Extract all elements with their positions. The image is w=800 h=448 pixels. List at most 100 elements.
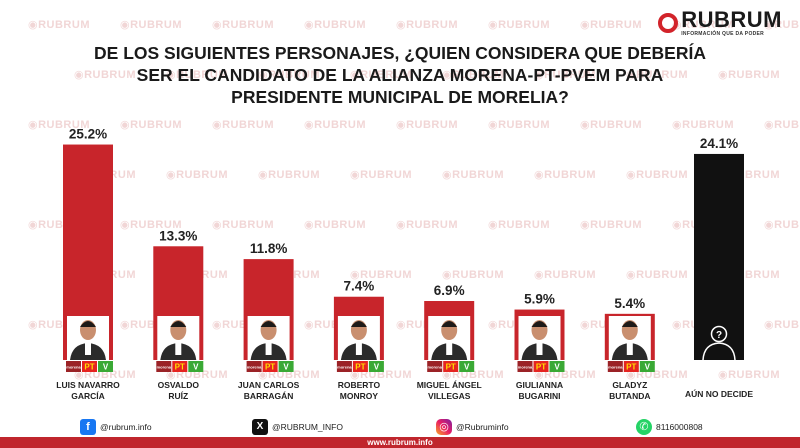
whatsapp-icon: ✆: [636, 419, 652, 435]
x-handle: @RUBRUM_INFO: [272, 422, 343, 432]
pvem-logo-text: V: [554, 363, 560, 372]
brand-logo: RUBRUM INFORMACIÓN QUE DA PODER: [658, 9, 782, 37]
footer-website[interactable]: www.rubrum.info: [367, 438, 433, 447]
footer-whatsapp[interactable]: ✆ 8116000808: [636, 419, 703, 435]
brand-name: RUBRUM: [681, 7, 782, 32]
pt-logo-text: PT: [536, 363, 546, 372]
morena-logo-text: morena: [518, 365, 533, 370]
morena-logo-icon: [427, 361, 443, 372]
brand-tagline: INFORMACIÓN QUE DA PODER: [681, 31, 765, 37]
pt-logo-text: PT: [626, 363, 636, 372]
morena-logo-icon: [607, 361, 623, 372]
candidate-hair-icon: [260, 321, 277, 327]
pvem-logo-icon: [368, 361, 384, 372]
data-label: 5.4%: [614, 296, 645, 311]
question-mark-icon: ?: [716, 330, 722, 341]
pvem-logo-icon: [549, 361, 565, 372]
pt-logo-icon: [262, 361, 278, 372]
morena-logo-text: morena: [427, 365, 442, 370]
category-label: GLADYZ: [612, 380, 647, 390]
pt-logo-text: PT: [446, 363, 456, 372]
morena-logo-text: morena: [337, 365, 352, 370]
candidate-hair-icon: [80, 321, 96, 327]
category-label: ROBERTO: [338, 380, 381, 390]
pvem-logo-text: V: [464, 363, 470, 372]
category-label: GARCÍA: [71, 391, 105, 401]
category-label: OSVALDO: [158, 380, 200, 390]
data-label: 5.9%: [524, 292, 555, 307]
data-label: 7.4%: [344, 279, 375, 294]
data-label: 11.8%: [250, 241, 288, 256]
candidate-shirt-icon: [626, 343, 633, 355]
candidate-shirt-icon: [85, 343, 91, 355]
morena-logo-icon: [156, 361, 172, 372]
candidate-hair-icon: [531, 321, 548, 327]
footer: f @rubrum.info X @RUBRUM_INFO ◎ @Rubrumi…: [0, 416, 800, 448]
chart-title-line: SER EL CANDIDATO DE LA ALIANZA MORENA-PT…: [136, 65, 664, 85]
category-label: RUÍZ: [168, 391, 188, 401]
candidate-hair-icon: [441, 321, 458, 327]
pvem-logo-text: V: [374, 363, 380, 372]
footer-instagram[interactable]: ◎ @Rubruminfo: [436, 419, 509, 435]
pt-logo-icon: [82, 361, 97, 372]
morena-logo-text: morena: [157, 365, 172, 370]
candidate-hair-icon: [170, 321, 187, 327]
instagram-handle: @Rubruminfo: [456, 422, 509, 432]
pt-logo-icon: [443, 361, 459, 372]
brand-ring-icon: [658, 13, 679, 33]
category-label: BUGARINI: [518, 391, 560, 401]
person-silhouette-body-icon: [702, 342, 736, 361]
category-label: AÚN NO DECIDE: [685, 388, 753, 399]
chart-title-line: DE LOS SIGUIENTES PERSONAJES, ¿QUIEN CON…: [94, 43, 706, 63]
morena-logo-icon: [66, 361, 81, 372]
instagram-icon: ◎: [436, 419, 452, 435]
pvem-logo-text: V: [193, 363, 199, 372]
pvem-logo-text: V: [645, 363, 651, 372]
candidate-hair-icon: [621, 321, 638, 327]
data-label: 13.3%: [159, 228, 197, 243]
data-label: 6.9%: [434, 283, 465, 298]
whatsapp-number: 8116000808: [656, 422, 703, 432]
category-label: GIULIANNA: [516, 380, 563, 390]
data-label: 24.1%: [700, 136, 738, 151]
pvem-logo-icon: [98, 361, 113, 372]
x-icon: X: [252, 419, 268, 435]
pt-logo-text: PT: [355, 363, 365, 372]
footer-x[interactable]: X @RUBRUM_INFO: [252, 419, 343, 435]
candidate-shirt-icon: [355, 343, 362, 355]
category-label: MIGUEL ÁNGEL: [417, 380, 482, 390]
category-label: BARRAGÁN: [244, 391, 294, 401]
pt-logo-text: PT: [84, 363, 94, 372]
candidate-shirt-icon: [446, 343, 453, 355]
footer-facebook[interactable]: f @rubrum.info: [80, 419, 152, 435]
pvem-logo-text: V: [103, 363, 109, 372]
category-label: LUIS NAVARRO: [56, 380, 120, 390]
facebook-icon: f: [80, 419, 96, 435]
pt-logo-icon: [352, 361, 368, 372]
pt-logo-icon: [172, 361, 188, 372]
morena-logo-icon: [246, 361, 262, 372]
category-label: BUTANDA: [609, 391, 650, 401]
pt-logo-text: PT: [175, 363, 185, 372]
morena-logo-icon: [517, 361, 533, 372]
pt-logo-icon: [533, 361, 549, 372]
footer-band: [0, 437, 800, 448]
pvem-logo-icon: [188, 361, 204, 372]
candidate-shirt-icon: [536, 343, 543, 355]
pvem-logo-icon: [639, 361, 655, 372]
chart-title-line: PRESIDENTE MUNICIPAL DE MORELIA?: [231, 87, 569, 107]
morena-logo-text: morena: [247, 365, 262, 370]
facebook-handle: @rubrum.info: [100, 422, 152, 432]
pvem-logo-icon: [278, 361, 294, 372]
data-label: 25.2%: [69, 127, 107, 142]
pvem-logo-text: V: [283, 363, 289, 372]
chart-title: DE LOS SIGUIENTES PERSONAJES, ¿QUIEN CON…: [20, 42, 780, 108]
category-label: MONROY: [340, 391, 379, 401]
candidate-shirt-icon: [265, 343, 272, 355]
morena-logo-icon: [336, 361, 352, 372]
candidate-shirt-icon: [175, 343, 182, 355]
morena-logo-text: morena: [66, 365, 81, 370]
category-label: JUAN CARLOS: [238, 380, 300, 390]
bar: [694, 153, 744, 360]
